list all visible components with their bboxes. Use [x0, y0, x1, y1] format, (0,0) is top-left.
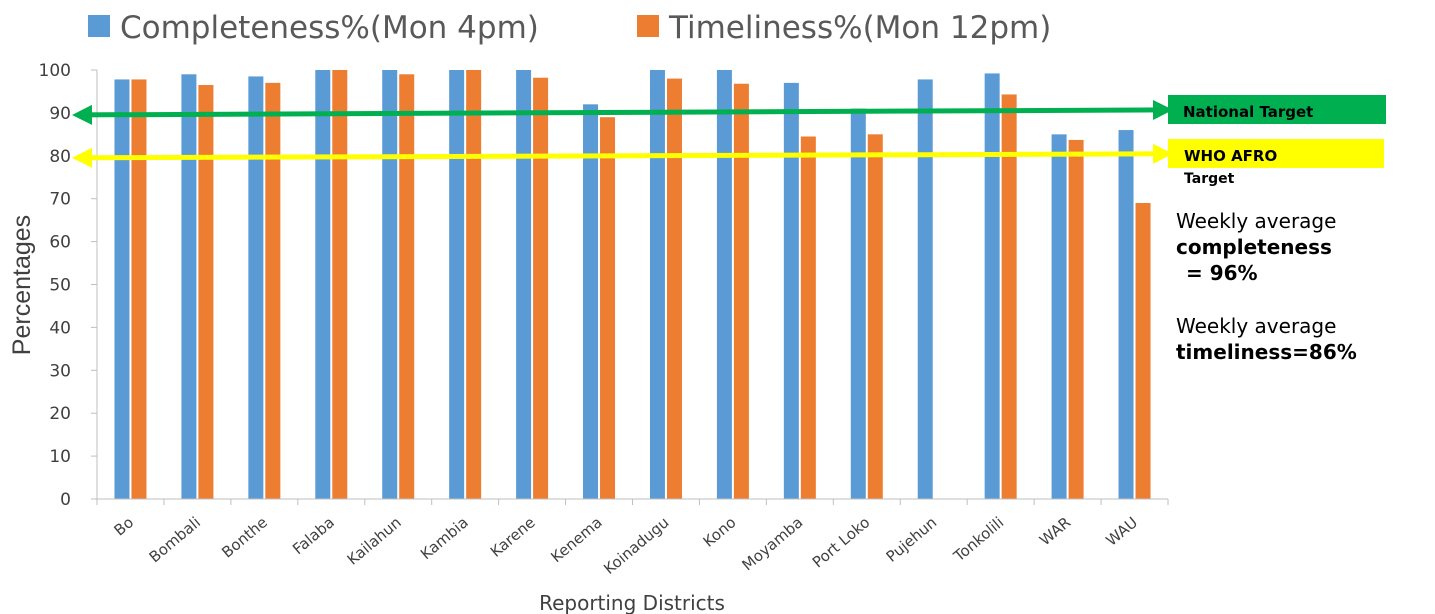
completeness-average-annotation: Weekly average completeness = 96%	[1176, 208, 1336, 286]
y-tick-label: 60	[49, 233, 71, 253]
completeness-bar	[716, 70, 732, 499]
x-tick-label: Bonthe	[218, 513, 271, 561]
x-tick-label: Kenema	[547, 513, 605, 566]
x-tick-label: Pujehun	[883, 513, 941, 565]
completeness-annotation-line2: completeness	[1176, 235, 1332, 259]
timeliness-bar	[1135, 202, 1151, 500]
national-target-arrow	[72, 99, 1173, 125]
x-axis-title: Reporting Districts	[539, 591, 725, 614]
who-afro-target-arrow	[72, 143, 1173, 168]
x-tick-label: WAR	[1036, 513, 1074, 549]
bars	[114, 70, 1151, 500]
x-tick-label: Port Loko	[809, 513, 874, 571]
completeness-bar	[449, 70, 465, 499]
timeliness-bar	[1068, 139, 1084, 499]
x-tick-label: Bombali	[146, 513, 204, 566]
x-axis: Bo Bombali Bonthe Falaba Kailahun Kambia Karen…	[96, 498, 1169, 578]
y-tick-label: 90	[49, 104, 71, 124]
timeliness-bar	[800, 136, 816, 499]
completeness-bar	[783, 82, 799, 500]
legend-label-2: Timeliness%(Mon 12pm)	[668, 10, 1051, 46]
y-tick-label: 10	[49, 447, 71, 467]
completeness-annotation-line1: Weekly average	[1176, 209, 1337, 233]
x-tick-label: Karene	[487, 513, 539, 561]
x-tick-label: WAU	[1103, 513, 1142, 549]
legend-swatch-2	[637, 15, 659, 37]
completeness-annotation-line3: = 96%	[1186, 261, 1258, 285]
legend-swatch-1	[88, 15, 110, 37]
who-afro-target-label-line1: WHO AFRO	[1184, 147, 1277, 165]
completeness-bar	[984, 73, 1000, 499]
x-tick-label: Falaba	[289, 513, 338, 558]
timeliness-annotation-line1: Weekly average	[1176, 314, 1337, 338]
legend: Completeness%(Mon 4pm) Timeliness%(Mon 12…	[88, 10, 1051, 46]
y-axis-title: Percentages	[8, 215, 36, 355]
completeness-bar	[516, 70, 532, 499]
timeliness-bar	[666, 78, 682, 499]
timeliness-bar	[198, 85, 214, 499]
y-tick-label: 70	[49, 190, 71, 210]
y-tick-label: 30	[49, 361, 71, 381]
x-tick-label: Bo	[111, 513, 137, 539]
who-afro-target-label-box	[1168, 139, 1384, 168]
y-tick-label: 20	[49, 404, 71, 424]
x-tick-label: Kambia	[417, 513, 472, 563]
timeliness-bar	[733, 83, 749, 499]
y-tick-label: 100	[39, 61, 71, 81]
x-tick-label: Kono	[700, 513, 740, 551]
y-tick-label: 0	[60, 490, 71, 510]
completeness-bar	[1051, 134, 1067, 499]
completeness-bar	[315, 70, 331, 499]
completeness-bar	[181, 74, 197, 499]
national-target-label-box	[1168, 95, 1386, 124]
timeliness-bar	[867, 134, 883, 499]
completeness-bar	[382, 70, 398, 499]
timeliness-bar	[600, 117, 616, 499]
completeness-bar	[649, 70, 665, 499]
timeliness-bar	[466, 70, 482, 499]
y-tick-label: 80	[49, 147, 71, 167]
completeness-bar	[917, 79, 933, 500]
timeliness-annotation-line2: timeliness=86%	[1176, 340, 1357, 364]
x-tick-label: Tonkolili	[949, 513, 1007, 566]
completeness-bar	[1118, 130, 1134, 499]
completeness-bar	[114, 79, 130, 500]
national-target-label: National Target	[1183, 103, 1313, 121]
timeliness-bar	[265, 82, 281, 500]
completeness-bar	[583, 104, 599, 499]
timeliness-bar	[1001, 94, 1017, 499]
y-tick-label: 40	[49, 318, 71, 338]
timeliness-bar	[533, 77, 549, 500]
reference-lines: National Target WHO AFRO Target	[72, 95, 1386, 187]
timeliness-bar	[399, 74, 415, 499]
completeness-bar	[248, 76, 264, 499]
y-tick-label: 50	[49, 276, 71, 296]
timeliness-bar	[131, 79, 147, 500]
completeness-bar	[850, 108, 866, 500]
timeliness-bar	[332, 70, 348, 499]
y-axis: 0 10 20 30 40 50 60 70 80 90 100	[39, 61, 98, 510]
x-tick-label: Moyamba	[739, 513, 807, 574]
timeliness-average-annotation: Weekly average timeliness=86%	[1176, 313, 1357, 365]
legend-label-1: Completeness%(Mon 4pm)	[120, 10, 539, 46]
x-tick-label: Kailahun	[344, 513, 405, 568]
x-tick-label: Koinadugu	[600, 513, 672, 578]
who-afro-target-label-line2: Target	[1184, 171, 1235, 187]
